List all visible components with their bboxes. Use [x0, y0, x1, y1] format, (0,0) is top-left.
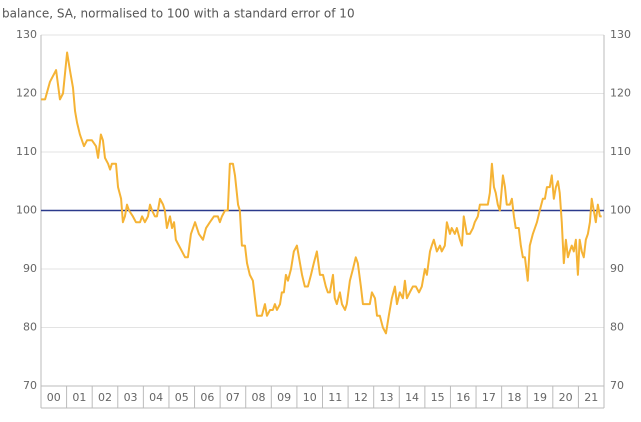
y-tick-label: 70	[23, 379, 37, 392]
y-tick-label: 80	[23, 321, 37, 334]
x-tick-label: 08	[252, 391, 266, 404]
y2-tick-label: 130	[610, 28, 631, 41]
y2-tick-label: 110	[610, 145, 631, 158]
y-tick-label: 90	[23, 262, 37, 275]
y2-tick-label: 90	[610, 262, 624, 275]
y-tick-label: 120	[16, 87, 37, 100]
x-tick-label: 21	[584, 391, 598, 404]
x-tick-label: 01	[72, 391, 86, 404]
x-tick-label: 14	[405, 391, 419, 404]
x-tick-label: 09	[277, 391, 291, 404]
y2-tick-label: 120	[610, 87, 631, 100]
x-tick-label: 19	[533, 391, 547, 404]
x-tick-label: 12	[354, 391, 368, 404]
x-tick-label: 00	[47, 391, 61, 404]
x-tick-label: 17	[482, 391, 496, 404]
x-tick-label: 13	[379, 391, 393, 404]
x-tick-label: 06	[200, 391, 214, 404]
x-tick-label: 11	[328, 391, 342, 404]
y-tick-label: 110	[16, 145, 37, 158]
x-tick-label: 03	[124, 391, 138, 404]
y-tick-label: 130	[16, 28, 37, 41]
x-tick-label: 20	[559, 391, 573, 404]
x-tick-label: 15	[431, 391, 445, 404]
x-tick-label: 02	[98, 391, 112, 404]
y2-tick-label: 70	[610, 379, 624, 392]
chart-subtitle: balance, SA, normalised to 100 with a st…	[2, 7, 355, 21]
x-tick-label: 10	[303, 391, 317, 404]
y2-tick-label: 80	[610, 321, 624, 334]
x-tick-label: 04	[149, 391, 163, 404]
y2-tick-label: 100	[610, 204, 631, 217]
x-tick-label: 18	[507, 391, 521, 404]
data-line	[41, 51, 602, 335]
x-tick-label: 07	[226, 391, 240, 404]
x-tick-label: 16	[456, 391, 470, 404]
x-tick-label: 05	[175, 391, 189, 404]
y-tick-label: 100	[16, 204, 37, 217]
